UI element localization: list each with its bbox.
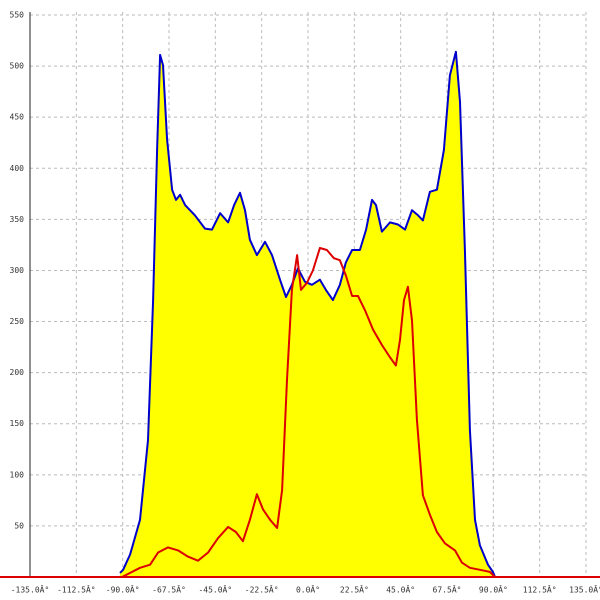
x-tick-label: 0.0Â° <box>296 584 320 595</box>
line <box>119 50 496 578</box>
x-tick-label: -135.0Â° <box>11 584 50 595</box>
y-tick-label: 500 <box>10 62 25 71</box>
x-tick-label: -22.5Â° <box>245 584 279 595</box>
x-tick-label: -67.5Â° <box>152 584 186 595</box>
y-tick-label: 100 <box>10 470 25 479</box>
x-tick-label: 45.0Â° <box>386 584 415 595</box>
y-tick-label: 350 <box>10 215 25 224</box>
line <box>121 247 496 578</box>
x-tick-label: 112.5Â° <box>523 584 557 595</box>
y-tick-label: 50 <box>14 521 24 530</box>
labels: 50 100 150 200 250 300 350 400 450 500 550 -135.0Â°… <box>10 11 600 595</box>
x-tick-label: 90.0Â° <box>479 584 508 595</box>
x-tick-label: -90.0Â° <box>106 584 140 595</box>
y-tick-label: 550 <box>10 11 25 20</box>
marks <box>119 50 496 578</box>
y-tick-label: 300 <box>10 266 25 275</box>
y-tick-label: 400 <box>10 164 25 173</box>
x-tick-label: 22.5Â° <box>340 584 369 595</box>
x-tick-label: 135.0Â° <box>569 584 600 595</box>
x-tick-label: -112.5Â° <box>57 584 96 595</box>
area-fill <box>120 51 495 578</box>
y-tick-label: 150 <box>10 419 25 428</box>
x-tick-label: 67.5Â° <box>433 584 462 595</box>
x-tick-label: -45.0Â° <box>198 584 232 595</box>
y-tick-label: 250 <box>10 317 25 326</box>
y-tick-label: 200 <box>10 368 25 377</box>
y-tick-label: 450 <box>10 113 25 122</box>
